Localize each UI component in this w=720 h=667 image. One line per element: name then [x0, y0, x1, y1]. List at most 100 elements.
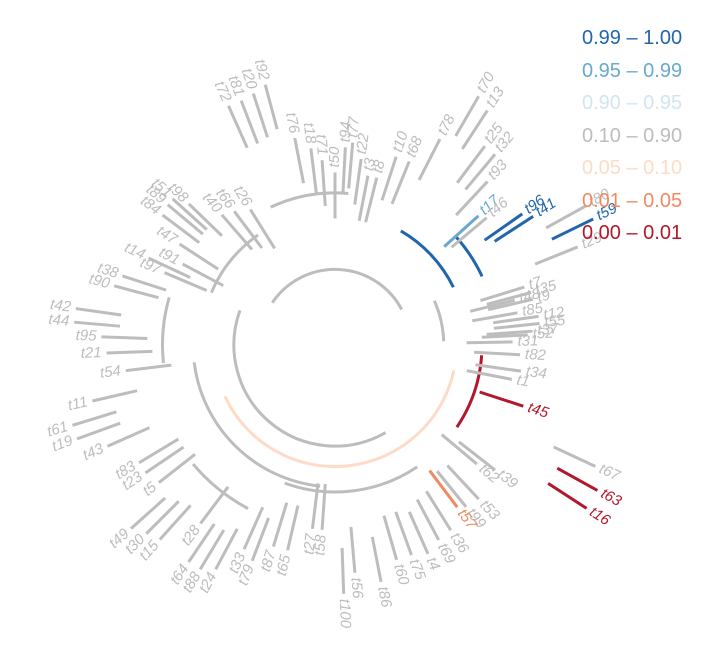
branch-t94 [341, 147, 347, 194]
tip-label-t68: t68 [403, 133, 427, 159]
branch-t9 [487, 297, 534, 312]
tip-labels: t82t34t1t45t67t63t16t62t39t53t99t57t36t6… [45, 57, 625, 628]
legend-entry-4: 0.10 – 0.90 [582, 124, 683, 147]
branch-t46 [450, 216, 488, 249]
tip-label-t54: t54 [99, 362, 122, 381]
tip-label-t10: t10 [389, 129, 412, 155]
branch-t25 [456, 145, 487, 184]
branch-t11 [92, 389, 138, 403]
branch-t47 [178, 242, 219, 271]
branch-t37 [486, 329, 533, 336]
tip-label-t71: t71 [312, 134, 330, 156]
tip-label-t35: t35 [534, 277, 559, 299]
legend: 0.99 – 1.00 0.95 – 0.99 0.90 – 0.95 0.10… [582, 22, 682, 250]
internal-branch-6 [192, 362, 321, 488]
tip-label-t77: t77 [344, 115, 363, 138]
tip-label-t65: t65 [273, 553, 294, 578]
branch-t7 [480, 285, 525, 302]
branch-t76 [293, 137, 306, 184]
tip-label-t56: t56 [347, 577, 366, 600]
branch-t75 [394, 511, 413, 556]
branch-t80 [545, 204, 587, 230]
branch-t26 [249, 208, 276, 250]
branch-t92 [263, 84, 279, 130]
branch-t18 [309, 148, 318, 195]
tip-label-t11: t11 [66, 393, 89, 414]
tip-label-t34: t34 [525, 363, 548, 383]
internal-branch-2 [432, 300, 446, 342]
tip-label-t76: t76 [282, 111, 303, 135]
branch-t60 [382, 515, 399, 561]
branch-t83 [138, 437, 180, 465]
legend-entry-7: 0.00 – 0.01 [582, 222, 683, 244]
branch-t27 [310, 483, 320, 530]
branch-t34 [475, 363, 522, 373]
branch-t98 [187, 202, 223, 237]
branch-t20 [251, 93, 269, 138]
tip-label-t7: t7 [526, 273, 544, 293]
branch-t58 [320, 483, 327, 530]
branch-t52 [481, 333, 528, 339]
tip-label-t60: t60 [390, 562, 412, 587]
branch-t65 [286, 505, 300, 551]
branch-t4 [407, 511, 430, 555]
branch-t19 [76, 421, 121, 441]
branch-t100 [340, 547, 346, 594]
branch-t88 [198, 529, 226, 571]
branch-t62 [440, 433, 478, 466]
branch-t61 [72, 410, 117, 427]
branch-t23 [144, 445, 185, 475]
branch-t90 [113, 284, 159, 300]
branch-t78 [417, 138, 442, 181]
branch-t35 [486, 290, 532, 306]
branch-t38 [121, 274, 167, 292]
tip-label-t19: t19 [50, 432, 76, 455]
legend-entry-3: 0.90 – 0.95 [582, 92, 683, 114]
branch-t66 [233, 210, 264, 249]
branch-t63 [556, 466, 599, 492]
tip-label-t52: t52 [532, 324, 554, 342]
tip-label-t81: t81 [224, 73, 247, 99]
branch-t79 [250, 517, 271, 562]
branch-t10 [380, 156, 398, 201]
internal-branch-11 [210, 233, 259, 294]
tip-label-t20: t20 [238, 66, 261, 92]
tip-label-t79: t79 [234, 562, 258, 588]
branch-t87 [271, 502, 289, 547]
tip-label-t61: t61 [45, 418, 70, 440]
branch-t29 [534, 245, 579, 266]
branch-t71 [320, 160, 327, 207]
tip-label-t100: t100 [336, 599, 354, 629]
tree-internal-branches [161, 191, 484, 510]
branch-t16 [547, 482, 588, 510]
branch-t33 [242, 506, 265, 550]
branch-t82 [474, 350, 521, 357]
legend-entry-5: 0.05 – 0.10 [582, 157, 683, 179]
tip-label-t16: t16 [586, 504, 613, 530]
tip-label-t86: t86 [374, 585, 395, 609]
internal-branch-12 [191, 463, 249, 510]
branch-t70 [454, 95, 480, 137]
internal-branch-9 [454, 235, 484, 278]
branch-t28 [199, 485, 230, 525]
branch-t77 [347, 142, 355, 189]
branch-t36 [425, 490, 453, 532]
tip-label-t8: t8 [369, 158, 389, 175]
branch-t86 [370, 536, 383, 583]
branch-t41 [493, 215, 534, 243]
branch-t13 [461, 109, 489, 150]
branch-t3 [357, 175, 370, 222]
tip-label-t38: t38 [95, 259, 121, 282]
internal-branch-13 [161, 297, 171, 364]
tip-label-t50: t50 [326, 146, 343, 168]
branch-t55 [493, 322, 540, 330]
branch-t53 [446, 464, 480, 501]
branch-t30 [145, 500, 180, 535]
branch-t56 [349, 526, 357, 573]
branch-t57 [428, 469, 459, 509]
branch-t68 [390, 160, 411, 205]
tip-label-t44: t44 [48, 311, 70, 330]
branch-t96 [483, 212, 524, 242]
tip-label-t18: t18 [300, 122, 319, 145]
